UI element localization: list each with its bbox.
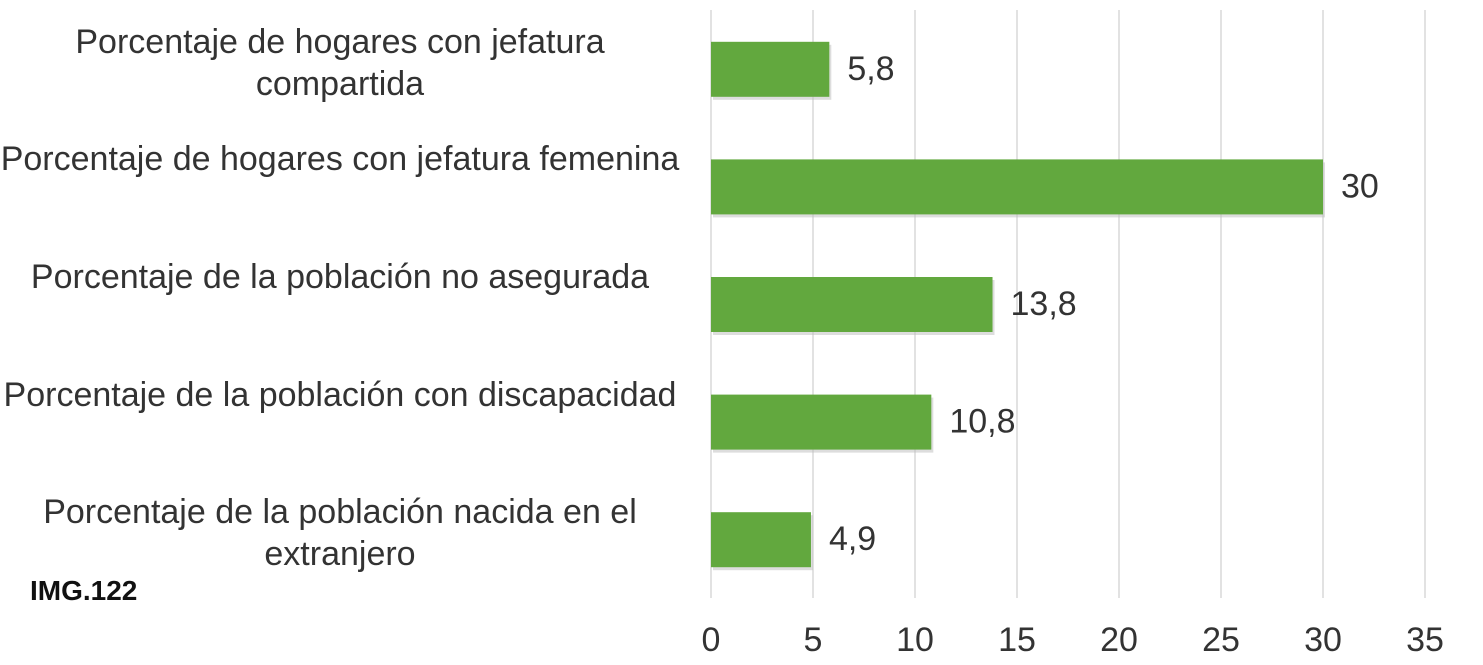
bar xyxy=(711,394,932,450)
value-label: 5,8 xyxy=(847,50,894,88)
x-tick-label: 35 xyxy=(1406,621,1444,659)
value-label: 30 xyxy=(1341,167,1379,205)
bar xyxy=(711,159,1323,215)
x-tick-label: 5 xyxy=(804,621,823,659)
x-tick-label: 0 xyxy=(702,621,721,659)
y-tick-label: Porcentaje de hogares con jefatura compa… xyxy=(75,22,605,103)
x-tick-label: 15 xyxy=(998,621,1036,659)
x-tick-label: 20 xyxy=(1100,621,1138,659)
y-tick-label: Porcentaje de la población con discapaci… xyxy=(3,375,677,414)
bar xyxy=(711,277,993,332)
value-label: 13,8 xyxy=(1011,285,1077,323)
bar xyxy=(711,512,811,568)
y-tick-label: Porcentaje de hogares con jefatura femen… xyxy=(0,140,680,179)
y-tick-label: Porcentaje de la población no asegurada xyxy=(30,258,650,296)
bar xyxy=(711,41,830,97)
y-tick-label: Porcentaje de la población nacida en el … xyxy=(43,493,637,574)
x-tick-label: 25 xyxy=(1202,621,1240,659)
value-label: 4,9 xyxy=(829,520,876,558)
x-tick-label: 30 xyxy=(1304,621,1342,659)
x-tick-label: 10 xyxy=(896,621,934,659)
value-label: 10,8 xyxy=(949,403,1015,441)
annotation: IMG.122 xyxy=(30,575,138,606)
